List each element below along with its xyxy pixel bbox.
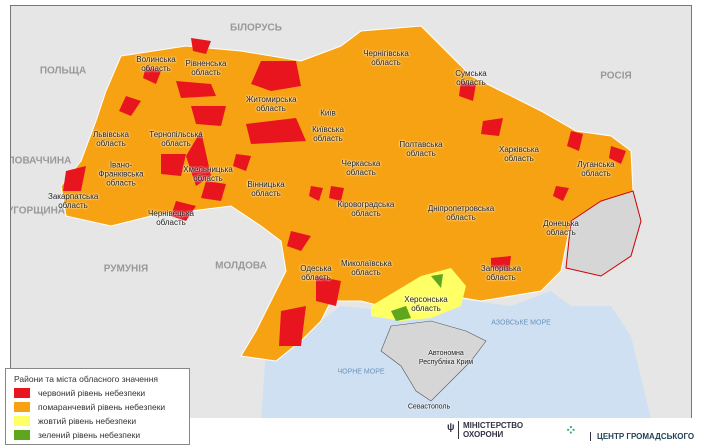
yellow-swatch bbox=[14, 416, 30, 426]
region-label: Сумська область bbox=[455, 69, 487, 87]
legend-label: жовтий рівень небезпеки bbox=[38, 416, 137, 426]
country-label: РУМУНІЯ bbox=[103, 263, 149, 275]
region-label: Запорізька область bbox=[480, 264, 522, 282]
covid-zone-map: ПОЛЬЩА БІЛОРУСЬ РОСІЯ СЛОВАЧЧИНА УГОРЩИН… bbox=[10, 5, 692, 420]
map-graphic bbox=[60, 25, 651, 419]
legend-item-yellow: жовтий рівень небезпеки bbox=[14, 416, 181, 426]
region-label: Волинська область bbox=[136, 55, 176, 73]
region-label: Чернівецька область bbox=[148, 209, 194, 227]
region-label: Автономна Республіка Крим bbox=[418, 350, 474, 366]
ministry-logo: ψ МІНІСТЕРСТВО ОХОРОНИ bbox=[447, 421, 533, 439]
yellow-zone-kherson bbox=[371, 268, 466, 321]
region-label: Київська область bbox=[312, 125, 344, 143]
legend: Райони та міста обласного значення черво… bbox=[5, 368, 190, 445]
country-label: СЛОВАЧЧИНА bbox=[11, 155, 72, 167]
trident-icon: ψ bbox=[447, 422, 455, 433]
region-label: Харківська область bbox=[499, 145, 539, 163]
region-label: Херсонська область bbox=[404, 295, 448, 313]
region-label: Хмельницька область bbox=[183, 165, 233, 183]
dots-logo-icon: ⁘ bbox=[565, 422, 577, 438]
region-label: Дніпропетровська область bbox=[427, 204, 495, 222]
region-label: Севастополь bbox=[407, 403, 451, 411]
region-label: Київ bbox=[320, 108, 336, 118]
legend-item-green: зелений рівень небезпеки bbox=[14, 430, 181, 440]
legend-title: Райони та міста обласного значення bbox=[14, 374, 159, 384]
legend-label: зелений рівень небезпеки bbox=[38, 430, 141, 440]
region-label: Тернопільська область bbox=[149, 130, 203, 148]
footer: ψ МІНІСТЕРСТВО ОХОРОНИ ⁘ ЦЕНТР ГРОМАДСЬКО… bbox=[190, 418, 720, 445]
region-label: Івано-Франківська область bbox=[98, 160, 144, 188]
country-label: МОЛДОВА bbox=[215, 260, 267, 272]
region-label: Черкаська область bbox=[341, 159, 381, 177]
region-label: Одеська область bbox=[300, 264, 332, 282]
legend-label: помаранчевий рівень небезпеки bbox=[38, 402, 166, 412]
legend-item-red: червоний рівень небезпеки bbox=[14, 388, 181, 398]
region-label: Рівненська область bbox=[185, 59, 227, 77]
crimea bbox=[380, 320, 487, 402]
region-label: Закарпатська область bbox=[48, 192, 99, 210]
region-label: Миколаївська область bbox=[341, 259, 392, 277]
region-label: Кіровоградська область bbox=[337, 200, 395, 218]
legend-item-orange: помаранчевий рівень небезпеки bbox=[14, 402, 181, 412]
sea-label: АЗОВСЬКЕ МОРЕ bbox=[491, 319, 551, 327]
sea-label: ЧОРНЕ МОРЕ bbox=[337, 368, 385, 376]
center-logo: ЦЕНТР ГРОМАДСЬКОГО bbox=[590, 432, 694, 441]
region-label: Луганська область bbox=[577, 160, 615, 178]
region-label: Вінницька область bbox=[247, 180, 285, 198]
ministry-name: МІНІСТЕРСТВО ОХОРОНИ bbox=[463, 421, 524, 439]
country-label: УГОРЩИНА bbox=[10, 205, 66, 217]
red-swatch bbox=[14, 388, 30, 398]
region-label: Житомирська область bbox=[246, 95, 297, 113]
orange-swatch bbox=[14, 402, 30, 412]
region-label: Донецька область bbox=[543, 219, 579, 237]
country-label: РОСІЯ bbox=[600, 70, 632, 82]
center-name: ЦЕНТР ГРОМАДСЬКОГО bbox=[597, 432, 695, 441]
region-label: Чернігівська область bbox=[363, 49, 409, 67]
green-swatch bbox=[14, 430, 30, 440]
legend-label: червоний рівень небезпеки bbox=[38, 388, 146, 398]
red-zones bbox=[63, 38, 626, 346]
region-label: Львівська область bbox=[93, 130, 129, 148]
country-label: ПОЛЬЩА bbox=[39, 65, 87, 77]
region-label: Полтавська область bbox=[399, 140, 443, 158]
country-label: БІЛОРУСЬ bbox=[230, 22, 282, 34]
occupied-donetsk-luhansk bbox=[565, 190, 642, 277]
green-zone bbox=[391, 274, 443, 321]
